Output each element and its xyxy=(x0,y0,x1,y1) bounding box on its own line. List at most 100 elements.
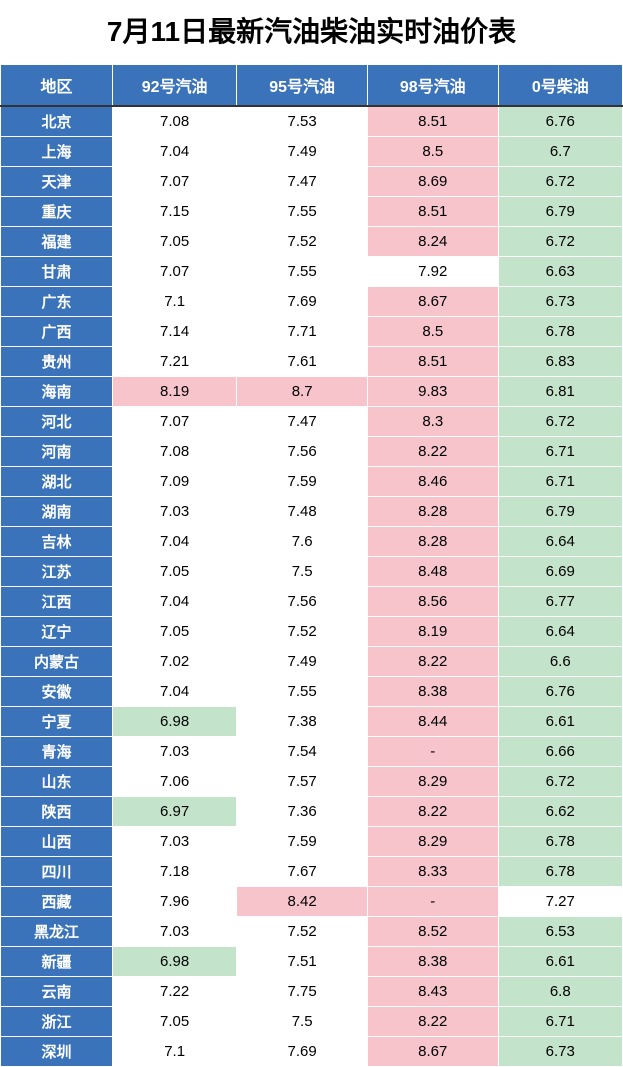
region-cell: 贵州 xyxy=(1,347,113,377)
region-cell: 内蒙古 xyxy=(1,647,113,677)
price-cell-d0: 6.83 xyxy=(498,347,622,377)
price-cell-g98: 8.5 xyxy=(367,317,498,347)
price-cell-g92: 7.04 xyxy=(112,677,236,707)
price-cell-d0: 6.73 xyxy=(498,287,622,317)
price-cell-g92: 7.07 xyxy=(112,167,236,197)
region-cell: 福建 xyxy=(1,227,113,257)
price-cell-g98: 8.19 xyxy=(367,617,498,647)
price-cell-d0: 6.72 xyxy=(498,407,622,437)
price-cell-g95: 7.56 xyxy=(237,587,368,617)
table-row: 浙江7.057.58.226.71 xyxy=(1,1007,623,1037)
table-row: 福建7.057.528.246.72 xyxy=(1,227,623,257)
table-row: 青海7.037.54-6.66 xyxy=(1,737,623,767)
table-row: 天津7.077.478.696.72 xyxy=(1,167,623,197)
price-cell-d0: 6.69 xyxy=(498,557,622,587)
price-cell-g98: 8.29 xyxy=(367,767,498,797)
region-cell: 四川 xyxy=(1,857,113,887)
price-cell-g98: 8.28 xyxy=(367,497,498,527)
price-cell-g95: 7.61 xyxy=(237,347,368,377)
price-cell-g92: 7.08 xyxy=(112,106,236,137)
table-row: 深圳7.17.698.676.73 xyxy=(1,1037,623,1067)
price-cell-d0: 6.71 xyxy=(498,1007,622,1037)
price-cell-d0: 6.61 xyxy=(498,707,622,737)
price-cell-d0: 6.8 xyxy=(498,977,622,1007)
price-cell-g98: 8.51 xyxy=(367,197,498,227)
price-cell-g95: 7.69 xyxy=(237,1037,368,1067)
price-cell-g98: 9.83 xyxy=(367,377,498,407)
col-d0: 0号柴油 xyxy=(498,65,622,107)
price-cell-d0: 6.79 xyxy=(498,497,622,527)
col-g92: 92号汽油 xyxy=(112,65,236,107)
price-cell-g95: 7.52 xyxy=(237,227,368,257)
table-row: 江苏7.057.58.486.69 xyxy=(1,557,623,587)
table-row: 湖北7.097.598.466.71 xyxy=(1,467,623,497)
region-cell: 宁夏 xyxy=(1,707,113,737)
price-cell-d0: 6.72 xyxy=(498,767,622,797)
price-cell-g98: 8.67 xyxy=(367,287,498,317)
region-cell: 青海 xyxy=(1,737,113,767)
price-cell-d0: 6.53 xyxy=(498,917,622,947)
table-row: 山西7.037.598.296.78 xyxy=(1,827,623,857)
price-cell-g92: 6.98 xyxy=(112,707,236,737)
price-cell-d0: 6.78 xyxy=(498,317,622,347)
table-row: 宁夏6.987.388.446.61 xyxy=(1,707,623,737)
region-cell: 新疆 xyxy=(1,947,113,977)
region-cell: 天津 xyxy=(1,167,113,197)
price-cell-g95: 7.6 xyxy=(237,527,368,557)
region-cell: 河北 xyxy=(1,407,113,437)
price-cell-g98: 8.48 xyxy=(367,557,498,587)
price-cell-d0: 6.62 xyxy=(498,797,622,827)
price-cell-g92: 7.05 xyxy=(112,617,236,647)
table-row: 吉林7.047.68.286.64 xyxy=(1,527,623,557)
price-cell-g92: 6.97 xyxy=(112,797,236,827)
price-cell-g92: 7.96 xyxy=(112,887,236,917)
col-g95: 95号汽油 xyxy=(237,65,368,107)
price-cell-g92: 6.98 xyxy=(112,947,236,977)
table-row: 河南7.087.568.226.71 xyxy=(1,437,623,467)
price-cell-g95: 7.59 xyxy=(237,467,368,497)
price-cell-d0: 6.73 xyxy=(498,1037,622,1067)
price-cell-g98: 8.33 xyxy=(367,857,498,887)
price-cell-g92: 7.05 xyxy=(112,227,236,257)
price-cell-d0: 6.76 xyxy=(498,106,622,137)
price-cell-g95: 7.69 xyxy=(237,287,368,317)
region-cell: 吉林 xyxy=(1,527,113,557)
price-cell-g95: 7.55 xyxy=(237,257,368,287)
price-cell-d0: 6.78 xyxy=(498,827,622,857)
price-cell-g92: 7.14 xyxy=(112,317,236,347)
price-cell-g95: 7.51 xyxy=(237,947,368,977)
price-cell-g98: 8.22 xyxy=(367,647,498,677)
price-cell-g95: 7.67 xyxy=(237,857,368,887)
price-cell-g92: 7.22 xyxy=(112,977,236,1007)
price-cell-g92: 7.15 xyxy=(112,197,236,227)
price-cell-g98: 8.22 xyxy=(367,437,498,467)
price-cell-g92: 7.03 xyxy=(112,497,236,527)
price-cell-g92: 7.05 xyxy=(112,1007,236,1037)
price-cell-g92: 7.03 xyxy=(112,917,236,947)
price-cell-g98: 8.3 xyxy=(367,407,498,437)
region-cell: 湖北 xyxy=(1,467,113,497)
table-row: 贵州7.217.618.516.83 xyxy=(1,347,623,377)
table-row: 辽宁7.057.528.196.64 xyxy=(1,617,623,647)
price-cell-g95: 7.47 xyxy=(237,407,368,437)
price-cell-d0: 6.64 xyxy=(498,527,622,557)
price-cell-d0: 6.79 xyxy=(498,197,622,227)
price-cell-g92: 7.1 xyxy=(112,287,236,317)
table-row: 新疆6.987.518.386.61 xyxy=(1,947,623,977)
region-cell: 深圳 xyxy=(1,1037,113,1067)
price-cell-g92: 7.04 xyxy=(112,587,236,617)
price-cell-g92: 7.07 xyxy=(112,407,236,437)
price-cell-g95: 7.36 xyxy=(237,797,368,827)
price-cell-g95: 7.54 xyxy=(237,737,368,767)
price-cell-d0: 6.71 xyxy=(498,437,622,467)
region-cell: 湖南 xyxy=(1,497,113,527)
price-cell-g98: 8.46 xyxy=(367,467,498,497)
region-cell: 西藏 xyxy=(1,887,113,917)
price-cell-g98: 8.69 xyxy=(367,167,498,197)
region-cell: 山东 xyxy=(1,767,113,797)
price-cell-g92: 8.19 xyxy=(112,377,236,407)
price-cell-d0: 6.71 xyxy=(498,467,622,497)
table-title: 7月11日最新汽油柴油实时油价表 xyxy=(0,0,623,64)
region-cell: 江苏 xyxy=(1,557,113,587)
table-row: 云南7.227.758.436.8 xyxy=(1,977,623,1007)
